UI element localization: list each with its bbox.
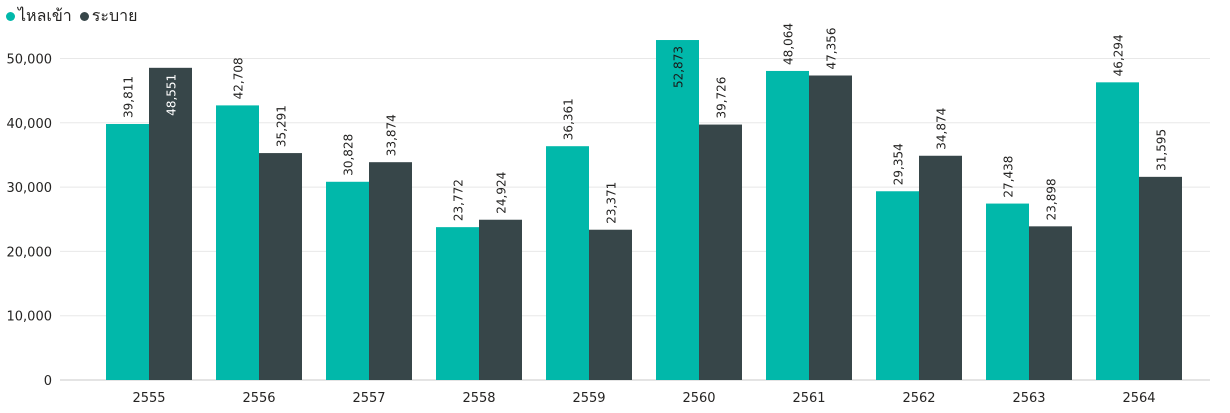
bar-outflow[interactable]: [919, 155, 962, 380]
data-label: 27,438: [1002, 156, 1016, 198]
legend: ไหลเข้า ระบาย: [6, 4, 142, 29]
data-label: 47,356: [825, 28, 839, 70]
data-label: 23,898: [1045, 178, 1059, 220]
data-label: 39,726: [715, 77, 729, 119]
x-tick-label: 2561: [792, 391, 825, 406]
legend-label-outflow: ระบาย: [91, 6, 138, 25]
data-label: 34,874: [935, 108, 949, 150]
bar-outflow[interactable]: [369, 162, 412, 380]
x-tick-label: 2563: [1012, 391, 1045, 406]
bar-inflow[interactable]: [326, 181, 369, 380]
y-tick-label: 50,000: [7, 53, 53, 68]
bar-inflow[interactable]: [986, 203, 1029, 380]
data-label: 36,361: [562, 98, 576, 140]
data-label: 52,873: [672, 46, 686, 88]
y-tick-label: 10,000: [7, 310, 53, 325]
legend-label-inflow: ไหลเข้า: [18, 6, 72, 25]
y-tick-label: 30,000: [7, 181, 53, 196]
legend-marker-inflow: [6, 12, 15, 21]
data-label: 29,354: [892, 143, 906, 185]
legend-marker-outflow: [79, 12, 89, 21]
data-label: 23,772: [452, 179, 466, 221]
legend-item-outflow[interactable]: ระบาย: [79, 4, 138, 29]
bar-inflow[interactable]: [546, 146, 589, 380]
bar-inflow[interactable]: [1096, 82, 1139, 380]
legend-item-inflow[interactable]: ไหลเข้า: [6, 4, 72, 29]
data-label: 35,291: [275, 105, 289, 147]
x-tick-label: 2559: [572, 391, 605, 406]
y-tick-label: 0: [44, 374, 52, 389]
x-tick-label: 2556: [242, 391, 275, 406]
x-tick-label: 2558: [462, 391, 495, 406]
x-tick-label: 2560: [682, 391, 715, 406]
data-label: 42,708: [232, 57, 246, 99]
data-label: 39,811: [122, 76, 136, 118]
bar-inflow[interactable]: [106, 124, 149, 381]
bar-inflow[interactable]: [216, 105, 259, 380]
bar-outflow[interactable]: [589, 229, 632, 380]
bar-outflow[interactable]: [1029, 226, 1072, 380]
x-tick-label: 2562: [902, 391, 935, 406]
bar-inflow[interactable]: [766, 70, 809, 380]
bar-outflow[interactable]: [259, 153, 302, 380]
x-tick-label: 2555: [132, 391, 165, 406]
data-label: 23,371: [605, 182, 619, 224]
data-label: 31,595: [1155, 129, 1169, 171]
data-label: 46,294: [1112, 34, 1126, 76]
data-label: 30,828: [342, 134, 356, 176]
data-label: 33,874: [385, 114, 399, 156]
data-label: 48,064: [782, 23, 796, 65]
y-tick-label: 20,000: [7, 245, 53, 260]
x-tick-label: 2557: [352, 391, 385, 406]
y-tick-label: 40,000: [7, 117, 53, 132]
bar-inflow[interactable]: [436, 227, 479, 380]
bar-outflow[interactable]: [809, 75, 852, 381]
bar-inflow[interactable]: [656, 40, 699, 380]
bar-inflow[interactable]: [876, 191, 919, 380]
bar-outflow[interactable]: [479, 219, 522, 380]
data-label: 48,551: [165, 74, 179, 116]
bar-outflow[interactable]: [149, 67, 192, 380]
bar-outflow[interactable]: [699, 124, 742, 380]
x-tick-label: 2564: [1122, 391, 1155, 406]
data-label: 24,924: [495, 172, 509, 214]
bar-outflow[interactable]: [1139, 176, 1182, 380]
